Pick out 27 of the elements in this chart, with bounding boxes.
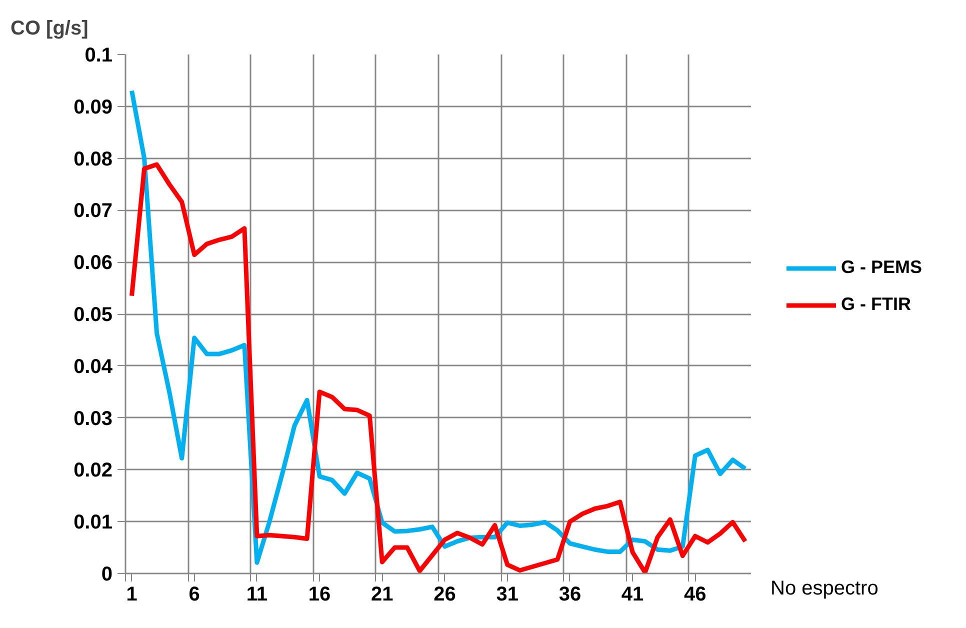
legend-label: G - FTIR: [841, 294, 911, 315]
y-axis-title: CO [g/s]: [10, 18, 88, 40]
line-series: [130, 162, 748, 574]
y-tick-label: 0.01: [74, 512, 113, 534]
x-tick-label: 11: [246, 584, 268, 606]
line-series: [130, 88, 748, 565]
y-tick-label: 0.08: [74, 148, 113, 170]
x-tick-label: 36: [558, 584, 582, 606]
x-tick-label: 46: [684, 584, 706, 606]
y-tick-label: 0.03: [74, 408, 113, 430]
x-tick-label: 6: [188, 584, 200, 606]
legend-label: G - PEMS: [841, 257, 922, 278]
y-tick-label: 0.09: [74, 96, 113, 118]
x-tick-label: 21: [371, 584, 394, 606]
x-tick-label: 1: [126, 584, 138, 606]
y-tick-label: 0.1: [84, 44, 113, 66]
x-tick-label: 16: [308, 584, 331, 606]
y-tick-label: 0.02: [74, 460, 113, 482]
y-tick-label: 0.06: [74, 252, 113, 274]
y-tick-label: 0.07: [74, 200, 113, 222]
x-tick-label: 31: [496, 584, 518, 606]
y-tick-label: 0: [101, 564, 112, 586]
x-axis-title: No espectro: [770, 578, 878, 600]
x-tick-label: 26: [434, 584, 456, 606]
y-tick-label: 0.04: [74, 356, 114, 378]
y-tick-label: 0.05: [74, 304, 113, 326]
x-tick-label: 41: [621, 584, 644, 606]
